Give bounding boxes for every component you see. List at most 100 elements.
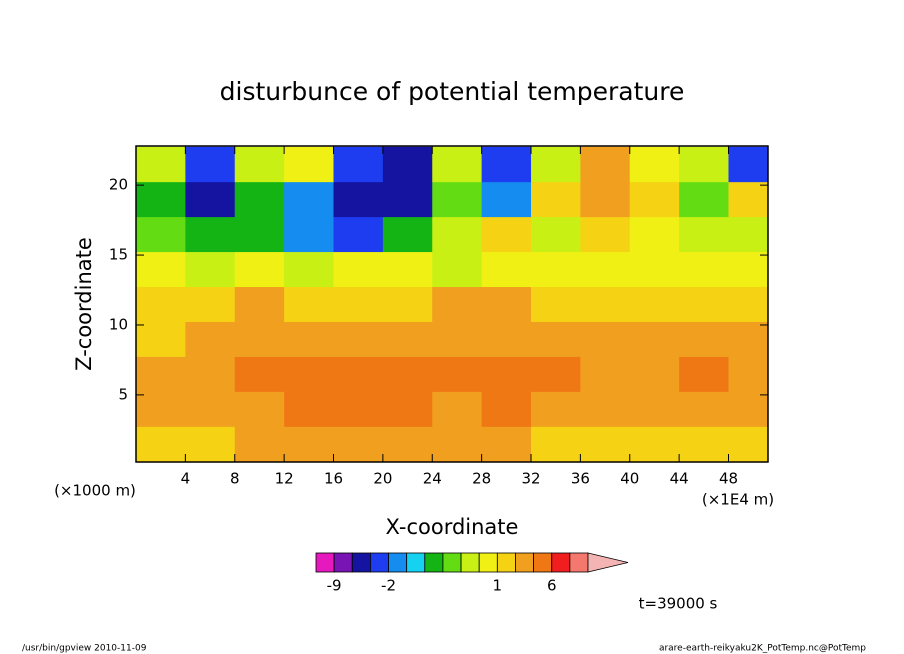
field-cell [185,356,236,392]
chart-title: disturbunce of potential temperature [220,77,685,106]
colorbar-box [388,552,408,573]
field-cell [728,251,768,288]
colorbar-box [315,552,335,573]
x-tick-label: 28 [472,470,491,488]
field-cell [728,181,768,218]
field-cell [629,426,680,462]
colorbar-box [424,552,444,573]
field-cell [728,286,768,322]
field-cell [382,216,433,253]
plot-frame [135,145,769,463]
field-cell [629,216,680,253]
field-cell [382,391,433,427]
field-cell [234,251,285,288]
y-axis-label: Z-coordinate [72,237,96,371]
colorbar-box [515,552,535,573]
field-cell [284,251,334,288]
field-cell [679,426,729,462]
y-tick-label: 5 [118,385,128,403]
field-cell [136,286,186,322]
x-tick-label: 12 [275,470,294,488]
field-cell [481,391,532,427]
footer-left: /usr/bin/gpview 2010-11-09 [22,644,147,654]
field-cell [382,356,433,392]
colorbar-tick-label: -2 [381,577,396,595]
field-cell [481,286,532,322]
field-cell [382,286,433,322]
colorbar-box [351,552,371,573]
field-cell [234,356,285,392]
field-cell [234,426,285,462]
field-cell [234,391,285,427]
field-cell [333,321,384,357]
field-cell [185,216,236,253]
field-cell [234,286,285,322]
field-cell [531,181,581,218]
field-cell [234,146,285,183]
field-cell [679,286,729,322]
x-tick-label: 8 [230,470,240,488]
field-cell [136,391,186,427]
colorbar-box [442,552,462,573]
x-unit: (×1E4 m) [702,491,774,509]
y-tick-label: 20 [109,176,128,194]
x-tick-label: 16 [324,470,343,488]
field-cell [234,321,285,357]
field-cell [679,251,729,288]
field-cell [580,251,631,288]
field-cell [481,321,532,357]
field-cell [629,356,680,392]
field-cell [580,356,631,392]
footer-right: arare-earth-reikyaku2K_PotTemp.nc@PotTem… [659,644,866,654]
x-tick-label: 20 [373,470,392,488]
field-cell [432,216,483,253]
annotation: t=39000 s [639,595,718,613]
field-cell [284,356,334,392]
field-cell [136,216,186,253]
field-cell [481,426,532,462]
field-cell [284,391,334,427]
field-cell [481,356,532,392]
field-cell [432,286,483,322]
x-tick-label: 44 [670,470,689,488]
field-cell [629,321,680,357]
field-cell [333,356,384,392]
colorbar-box [333,552,353,573]
field-cell [136,146,186,183]
field-cell [580,426,631,462]
field-cell [481,181,532,218]
x-tick-label: 36 [571,470,590,488]
field-cell [481,216,532,253]
colorbar-tick-label: -9 [327,577,342,595]
field-cell [432,321,483,357]
field-cell [234,216,285,253]
field-cell [580,321,631,357]
field-cell [333,286,384,322]
field-cell [679,321,729,357]
field-cell [629,251,680,288]
field-cell [531,391,581,427]
field-cell [382,426,433,462]
x-tick-label: 24 [423,470,442,488]
colorbar-tick-label: 1 [493,577,503,595]
colorbar-box [569,552,589,573]
field-cell [284,286,334,322]
field-cell [333,216,384,253]
y-tick-label: 10 [109,315,128,333]
field-cell [679,391,729,427]
field-cell [531,356,581,392]
field-cell [185,181,236,218]
field-cell [382,251,433,288]
field-cell [136,321,186,357]
x-axis-label: X-coordinate [386,515,519,539]
field-cell [333,391,384,427]
colorbar-tick-label: 6 [547,577,557,595]
field-cell [284,181,334,218]
field-cell [629,146,680,183]
field-cell [580,181,631,218]
field-cell [234,181,285,218]
x-tick-label: 4 [181,470,191,488]
field-cell [382,181,433,218]
field-cell [580,146,631,183]
